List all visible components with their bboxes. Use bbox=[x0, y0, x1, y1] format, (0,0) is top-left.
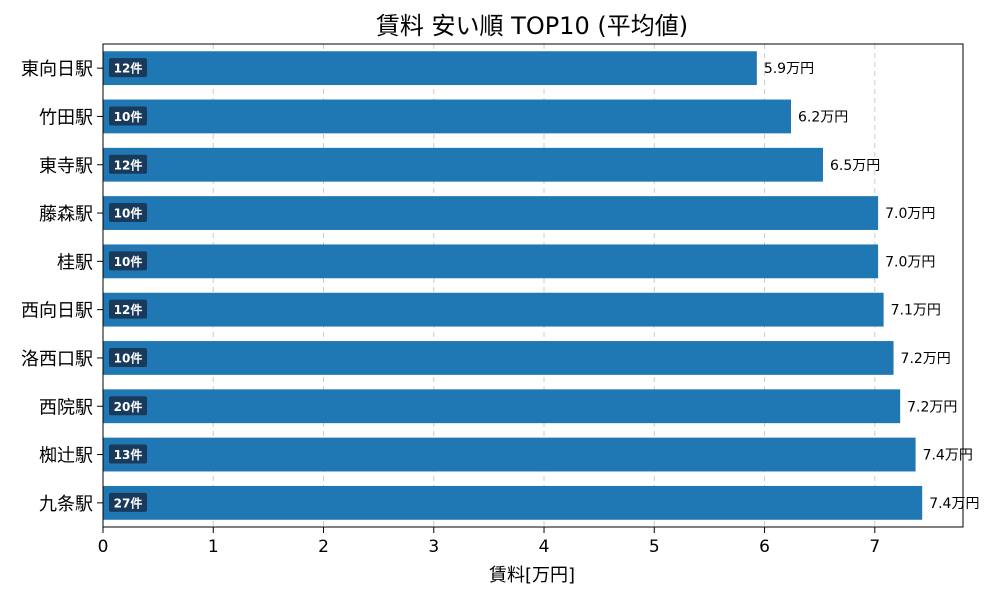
bar bbox=[103, 196, 879, 230]
count-label: 10件 bbox=[114, 350, 143, 365]
count-label: 12件 bbox=[114, 302, 143, 317]
x-tick-label: 4 bbox=[539, 537, 550, 557]
x-axis-ticks: 0 1 2 3 4 5 6 7 bbox=[98, 527, 880, 557]
value-label: 7.1万円 bbox=[891, 303, 941, 319]
value-label: 7.2万円 bbox=[907, 399, 957, 415]
bar bbox=[103, 292, 884, 327]
count-badge bbox=[109, 154, 147, 174]
count-badge bbox=[109, 106, 147, 126]
value-label: 7.4万円 bbox=[929, 496, 979, 512]
value-label: 6.5万円 bbox=[830, 158, 880, 174]
value-label: 5.9万円 bbox=[764, 61, 814, 77]
count-badge bbox=[109, 444, 147, 464]
y-tick-label: 西向日駅 bbox=[21, 301, 93, 322]
x-tick-label: 5 bbox=[649, 537, 660, 557]
count-badge bbox=[109, 396, 147, 416]
y-tick-label: 洛西口駅 bbox=[21, 349, 93, 370]
bar bbox=[103, 51, 757, 86]
count-badge bbox=[109, 347, 147, 367]
x-tick-label: 6 bbox=[759, 537, 770, 557]
y-tick-label: 桂駅 bbox=[57, 252, 93, 273]
count-label: 12件 bbox=[114, 157, 143, 172]
bar bbox=[103, 437, 916, 472]
count-badge bbox=[109, 203, 147, 223]
count-label: 10件 bbox=[114, 109, 143, 124]
bar bbox=[103, 341, 894, 375]
count-badge bbox=[109, 299, 147, 319]
x-tick-label: 3 bbox=[428, 537, 439, 557]
value-label: 7.2万円 bbox=[901, 351, 951, 367]
x-tick-label: 2 bbox=[318, 537, 329, 557]
count-label: 27件 bbox=[114, 495, 143, 510]
chart-title: 賃料 安い順 TOP10 (平均値) bbox=[376, 12, 688, 40]
bar bbox=[103, 389, 901, 424]
x-tick-label: 0 bbox=[98, 537, 109, 557]
y-tick-label: 竹田駅 bbox=[39, 107, 93, 128]
y-tick-label: 西院駅 bbox=[39, 397, 93, 418]
x-axis-label: 賃料[万円] bbox=[489, 565, 575, 586]
count-label: 13件 bbox=[114, 447, 143, 462]
count-badge bbox=[109, 492, 147, 512]
y-tick-label: 東向日駅 bbox=[21, 59, 93, 80]
count-label: 10件 bbox=[114, 254, 143, 269]
count-label: 10件 bbox=[114, 206, 143, 221]
y-tick-label: 藤森駅 bbox=[39, 204, 93, 225]
y-tick-label: 九条駅 bbox=[39, 494, 93, 515]
bars: 12件 5.9万円 10件 6.2万円 12件 6.5万円 10件 7.0万円 10件 7.0万円… bbox=[103, 51, 979, 520]
x-tick-label: 7 bbox=[869, 537, 880, 557]
value-label: 7.0万円 bbox=[885, 254, 935, 270]
plot-frame bbox=[102, 43, 964, 528]
count-badge bbox=[109, 58, 147, 78]
value-label: 7.0万円 bbox=[885, 206, 935, 222]
bar bbox=[103, 147, 823, 182]
count-label: 12件 bbox=[114, 61, 143, 76]
bar bbox=[103, 485, 923, 520]
count-label: 20件 bbox=[114, 399, 143, 414]
x-tick-label: 1 bbox=[208, 537, 219, 557]
value-label: 6.2万円 bbox=[798, 109, 848, 125]
y-tick-label: 椥辻駅 bbox=[39, 446, 93, 467]
y-tick-label: 東寺駅 bbox=[39, 156, 93, 177]
bar bbox=[103, 244, 879, 279]
bar bbox=[103, 99, 791, 134]
value-label: 7.4万円 bbox=[923, 448, 973, 464]
count-badge bbox=[109, 251, 147, 271]
